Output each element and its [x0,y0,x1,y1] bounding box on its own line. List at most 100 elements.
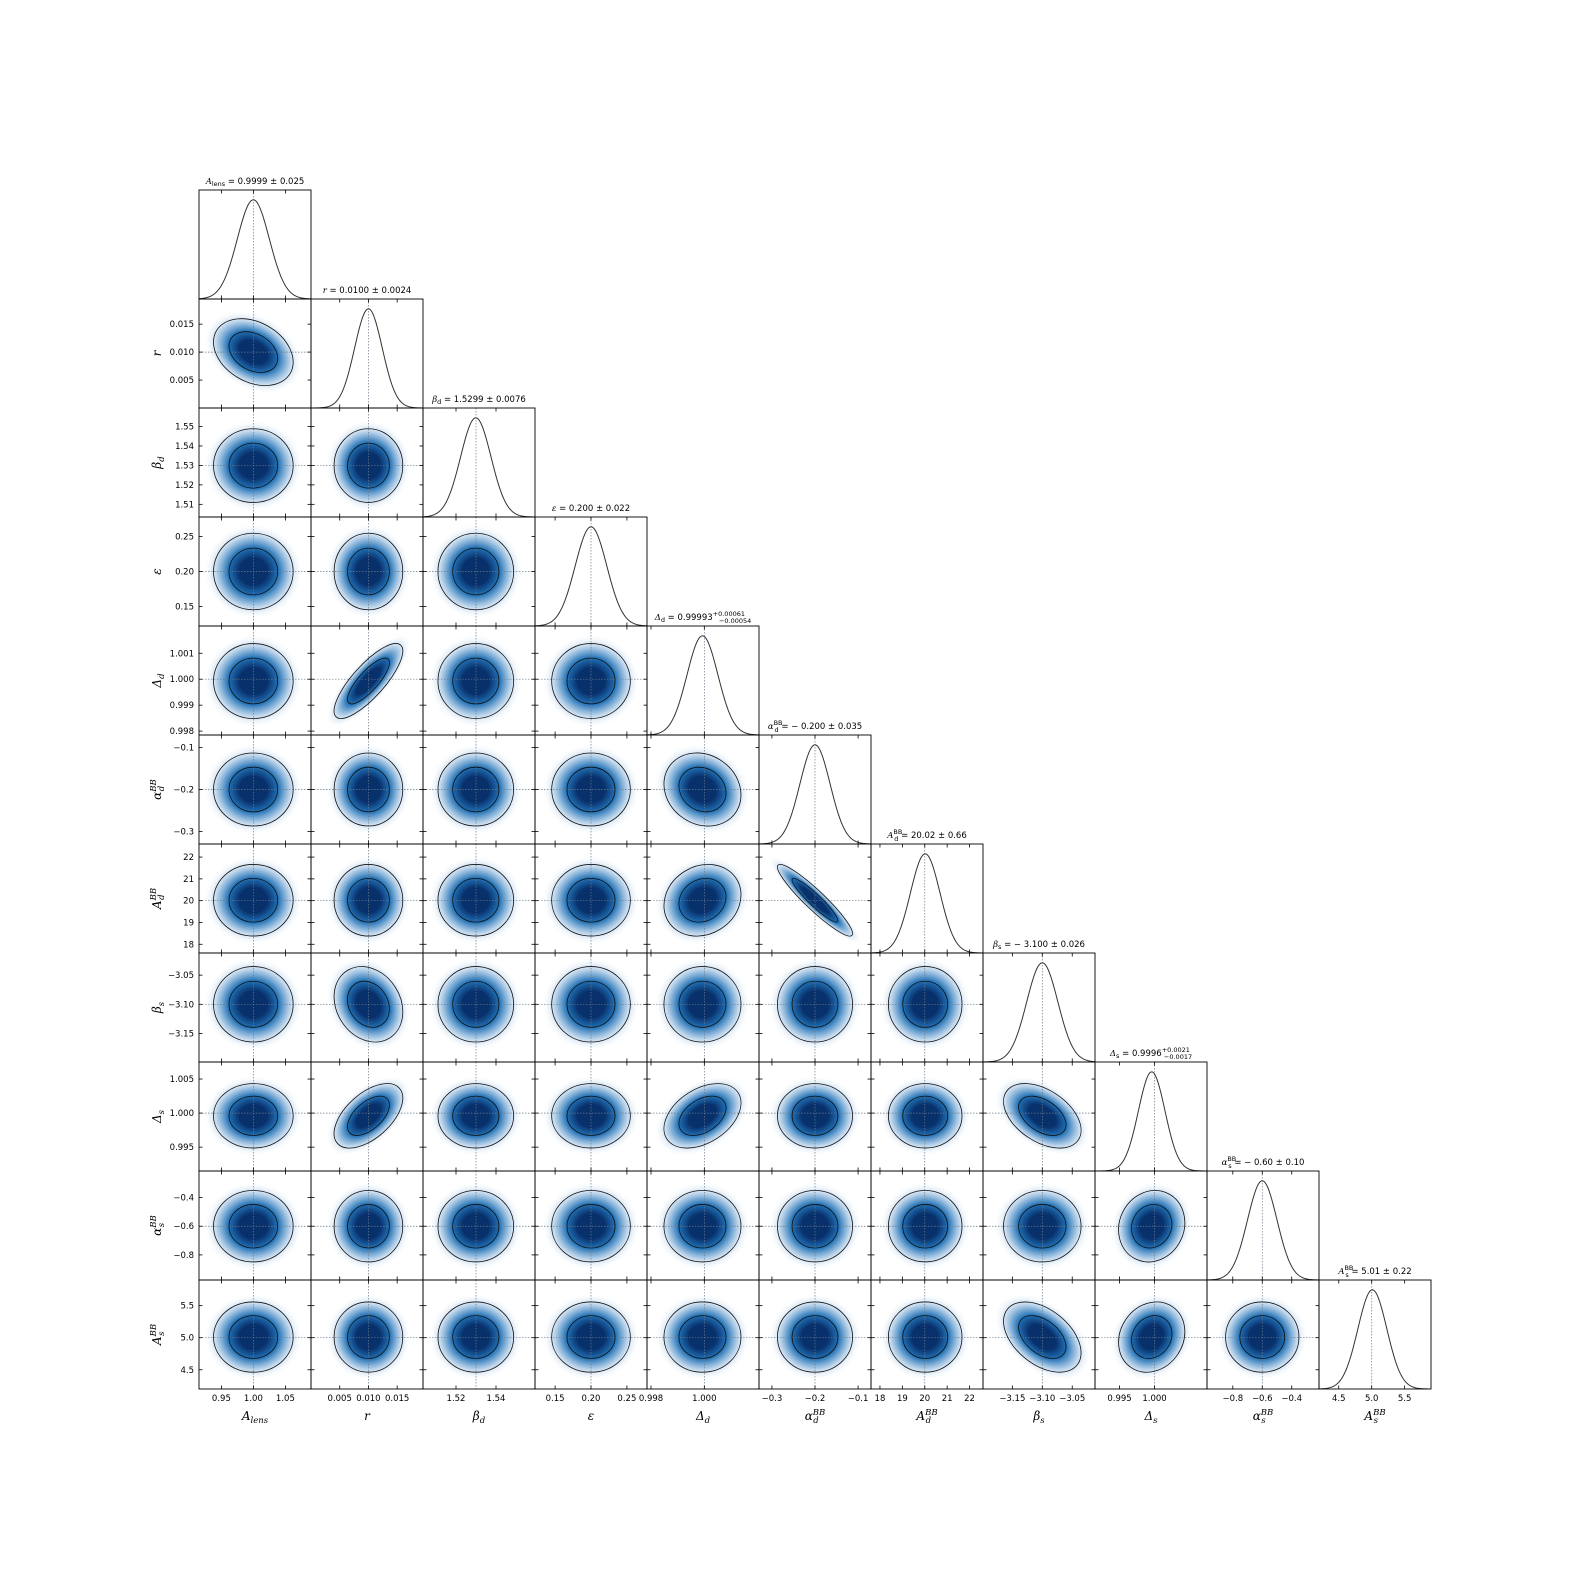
contour-2sigma [551,643,631,719]
contour-1sigma [228,1095,279,1136]
panel-beta_d-vs-Alens: 1.51 1.52 1.53 1.54 1.55 βd [150,407,312,518]
y-tick-label: 0.015 [170,320,194,330]
contour-2sigma [333,1190,404,1263]
contour-2sigma [887,966,963,1043]
x-axis-label-alpha_s: αBB s [1253,1408,1274,1426]
density-r-Ad [325,855,412,945]
contour-1sigma [1018,1315,1067,1359]
y-tick-label: −0.4 [173,1194,194,1204]
x-axis-label-epsilon: ε [588,1409,594,1423]
x-tick-label: −3.05 [1059,1394,1085,1404]
density-Delta_s-alpha_s [1110,1181,1193,1271]
panel-As-vs-epsilon: 0.15 0.20 0.25 ε [534,1279,648,1423]
panel-alpha_s-vs-Alens: −0.8 −0.6 −0.4 αBBs [149,1170,312,1281]
density-Alens-Delta_s [203,1075,303,1156]
panel-Delta_d-vs-epsilon [534,625,648,736]
density-beta_d-Ad [428,855,523,945]
panel-Delta_s-vs-Ad [870,1061,984,1172]
x-tick-label: 0.998 [639,1394,663,1404]
density-r-Delta_s [325,1075,412,1156]
x-tick-label: 1.000 [1142,1394,1166,1404]
contour-1sigma [678,1204,727,1249]
density-beta_s-Delta_s [994,1075,1091,1156]
y-tick-label: 5.5 [180,1302,194,1312]
panel-Ad-vs-Ad: ABB d = 20.02 ± 0.66 [870,828,984,954]
x-tick-label: 0.015 [385,1394,409,1404]
y-tick-label: −0.3 [173,827,194,837]
x-tick-label: −3.15 [999,1394,1025,1404]
contour-2sigma [437,1083,515,1149]
panel-Ad-vs-Delta_d [646,843,760,954]
contour-1sigma [1239,1315,1286,1359]
density-epsilon-Ad [542,855,640,945]
contour-2sigma [663,966,742,1043]
panel-As-vs-beta_s: −3.15 −3.10 −3.05 βs [982,1279,1096,1426]
panel-r-vs-Alens: 0.005 0.010 0.015 r [150,298,312,409]
panel-alpha_s-vs-alpha_s: αBB s = − 0.60 ± 0.10 [1206,1155,1320,1281]
contour-2sigma [333,1301,404,1373]
panel-beta_d-vs-beta_d: βd = 1.5299 ± 0.0076 [422,395,536,518]
x-tick-label: 0.20 [582,1394,601,1404]
contour-1sigma [678,1095,727,1136]
x-tick-label: −0.1 [848,1394,869,1404]
panel-frame [422,407,536,518]
title-alpha_d: αBB d = − 0.200 ± 0.035 [768,719,862,734]
contour-2sigma [1118,1301,1186,1373]
contour-1sigma [566,877,616,923]
contour-2sigma [663,1190,742,1263]
contour-1sigma [347,877,390,923]
contour-1sigma [228,1204,279,1249]
y-tick-label: 0.010 [170,348,194,358]
contour-2sigma [887,1301,963,1373]
panel-beta_s-vs-beta_d [422,952,536,1063]
panel-r-vs-r: r = 0.0100 ± 0.0024 [310,286,424,409]
density-Delta_d-As [654,1293,751,1381]
x-tick-label: 0.010 [356,1394,380,1404]
title-r: r = 0.0100 ± 0.0024 [323,286,412,296]
y-tick-label: 19 [183,918,194,928]
contour-1sigma [791,1315,839,1359]
x-tick-label: 5.0 [1365,1394,1379,1404]
y-tick-label: −3.10 [168,1000,194,1010]
x-axis-label-beta_d: βd [472,1409,486,1426]
x-axis-label-Delta_s: Δs [1143,1409,1158,1426]
panel-Delta_s-vs-Delta_s: Δs = 0.9996+0.0021 −0.0017 [1094,1046,1208,1172]
y-tick-label: −3.05 [168,971,194,981]
x-tick-label: 5.5 [1398,1394,1412,1404]
contour-1sigma [347,1315,390,1359]
x-tick-label: −0.4 [1281,1394,1302,1404]
contour-1sigma [452,547,500,596]
panel-alpha_s-vs-Delta_d [646,1170,760,1281]
contour-1sigma [678,1315,727,1359]
contour-2sigma [437,532,515,611]
y-axis-label-alpha_s: αBBs [149,1215,167,1236]
panel-Ad-vs-Alens: 18 19 20 21 22 ABBd [149,843,312,954]
panel-As-vs-Ad: 18 19 20 21 22 ABB d [870,1279,984,1426]
contour-1sigma [347,547,390,596]
panel-Delta_d-vs-Delta_d: Δd = 0.99993+0.00061 −0.00054 [646,610,760,736]
contour-1sigma [347,980,390,1028]
contour-2sigma [213,318,294,386]
contour-2sigma [551,864,631,937]
panel-beta_s-vs-beta_s: βs = − 3.100 ± 0.026 [982,940,1096,1063]
panel-Delta_d-vs-beta_d [422,625,536,736]
contour-2sigma [333,643,404,719]
y-tick-label: 0.25 [175,533,194,543]
panel-Delta_d-vs-Alens: 0.998 0.999 1.000 1.001 Δd [150,625,312,737]
contour-2sigma [777,1190,853,1263]
marginal-Alens [199,199,311,299]
x-tick-label: 0.005 [328,1394,352,1404]
panel-alpha_s-vs-epsilon [534,1170,648,1281]
contour-1sigma [347,1204,390,1249]
contour-2sigma [213,966,294,1043]
x-axis-label-Alens: Alens [241,1409,269,1426]
marginal-beta_s [983,962,1095,1062]
contour-2sigma [333,428,404,503]
contour-1sigma [228,766,279,813]
title-epsilon: ε = 0.200 ± 0.022 [552,504,630,514]
y-tick-label: 0.005 [170,376,194,386]
panel-As-vs-alpha_s: −0.8 −0.6 −0.4 αBB s [1206,1279,1320,1426]
title-Ad: ABB d = 20.02 ± 0.66 [886,828,967,843]
contour-1sigma [902,1095,949,1136]
